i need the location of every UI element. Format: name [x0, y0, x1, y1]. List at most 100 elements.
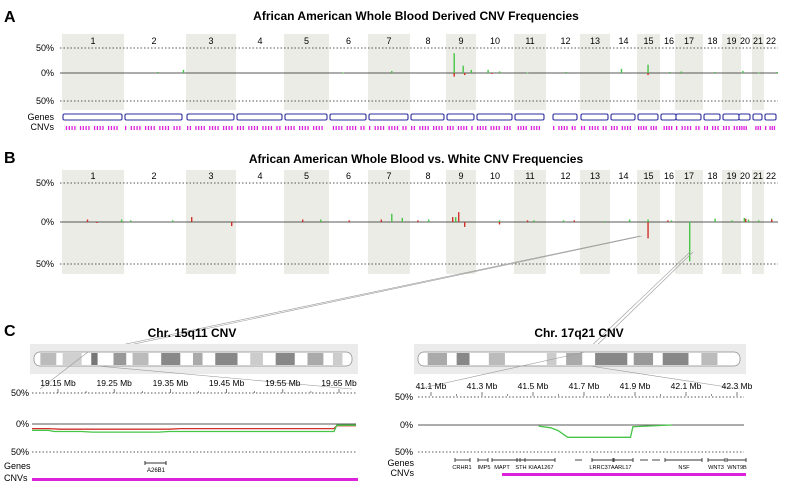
- panel-a-band-chr-7: [368, 34, 410, 110]
- panel-a-cnv-tick: [638, 126, 640, 130]
- panel-a-band-chr-21: [752, 34, 764, 110]
- panel-b-bar-loss-13: [573, 220, 575, 222]
- panel-b-chromosome-label-6: 6: [346, 171, 351, 181]
- panel-a-chromosome-label-11: 11: [525, 36, 534, 46]
- panel-a-cnv-tick: [253, 126, 256, 130]
- panel-c-right-mb-label-2: 41.5 Mb: [518, 381, 549, 391]
- panel-a-cnv-tick: [321, 126, 323, 130]
- panel-a-chromosome-label-12: 12: [560, 36, 570, 46]
- panel-a-cnv-tick: [405, 126, 407, 130]
- panel-a-cnv-tick: [374, 126, 376, 130]
- panel-a-cnv-tick: [222, 126, 225, 130]
- panel-b-chromosome-label-14: 14: [618, 171, 628, 181]
- panel-b-bar-loss-12: [526, 220, 529, 222]
- gene-label-sth: STH: [515, 465, 526, 471]
- panel-a-cnv-tick: [745, 126, 747, 130]
- panel-a-cnv-tick: [88, 126, 90, 130]
- ideogram-15-band-6: [193, 353, 203, 365]
- panel-a-cnv-tick: [655, 126, 657, 130]
- panel-a-cnv-tick: [739, 126, 741, 130]
- panel-a-cnv-tick: [666, 126, 668, 130]
- panel-b-bar-gain-0: [120, 219, 123, 222]
- panel-b-ylabel-top: 50%: [36, 178, 54, 188]
- panel-b-chromosome-label-11: 11: [525, 171, 534, 181]
- ideogram-15-band-0: [40, 353, 57, 365]
- panel-a-chromosome-label-5: 5: [304, 36, 309, 46]
- panel-a-cnv-tick: [68, 126, 70, 130]
- panel-b-bar-loss-8: [452, 217, 454, 222]
- panel-c-left-mb-label-4: 19.55 Mb: [265, 378, 301, 388]
- panel-a-cnv-tick: [153, 126, 155, 130]
- panel-b-letter: B: [4, 150, 16, 167]
- panel-b-bar-gain-11: [604, 221, 606, 223]
- panel-a-cnv-tick: [498, 126, 500, 130]
- panel-a-cnv-tick: [413, 126, 416, 130]
- panel-a-cnv-tick: [717, 126, 719, 130]
- panel-a-gene-box-chr-2: [124, 113, 183, 121]
- panel-a-cnv-tick: [689, 126, 692, 130]
- panel-a-cnv-tick: [520, 126, 522, 130]
- panel-a-title: African American Whole Blood Derived CNV…: [253, 9, 579, 23]
- gene-label-nsf: NSF: [678, 465, 690, 471]
- panel-a-cnv-tick: [769, 126, 771, 130]
- panel-a-cnv-tick: [116, 126, 118, 130]
- ideogram-15: [33, 351, 353, 367]
- panel-a-cnv-tick: [650, 126, 652, 130]
- panel-a-band-chr-3: [186, 34, 236, 110]
- gene-label-lrrc37a: LRRC37A: [589, 465, 614, 471]
- panel-b-chromosome-label-21: 21: [753, 171, 763, 181]
- panel-a-gene-box-chr-8: [410, 113, 445, 121]
- panel-c-right-gene-track: CRHR1 IMP5 MAPT STH KIAA1267 LRRC37A ARL17 NSF W…: [452, 458, 747, 471]
- panel-a-cnv-tick: [125, 126, 127, 130]
- panel-c-left-title: Chr. 15q11 CNV: [148, 326, 237, 340]
- panel-a-cnv-tick: [435, 126, 438, 130]
- panel-a-cnv-tick: [360, 126, 362, 130]
- panel-c-left-line-loss: [32, 425, 356, 430]
- panel-b-chromosome-label-15: 15: [643, 171, 653, 181]
- panel-b-bar-loss-0: [86, 219, 89, 222]
- panel-a-cnv-tick: [561, 126, 563, 130]
- panel-a-band-chr-17: [675, 34, 703, 110]
- ideogram-17: [417, 351, 741, 367]
- panel-a-cnv-tick: [96, 126, 99, 130]
- panel-a-cnv-tick: [465, 126, 468, 130]
- panel-a-cnv-tick: [566, 126, 568, 130]
- panel-a-cnv-tick: [335, 126, 337, 130]
- panel-a-cnv-tick: [341, 126, 343, 130]
- panel-a-cnv-tick: [522, 126, 525, 130]
- panel-b-chromosome-label-22: 22: [766, 171, 776, 181]
- panel-a-cnv-tick: [765, 126, 767, 130]
- panel-a-cnv-tick: [301, 126, 304, 130]
- panel-a-chromosome-label-6: 6: [346, 36, 351, 46]
- panel-a-ylabel-mid: 0%: [41, 68, 54, 78]
- panel-a-cnv-tick: [349, 126, 351, 130]
- panel-a-cnv-tick: [107, 126, 110, 130]
- panel-c-left-ylabel-bottom: 50%: [11, 447, 29, 457]
- panel-a-cnv-track: [65, 126, 776, 130]
- panel-c: C Chr. 15q11 CNV 19.15 Mb 19.25 Mb 19.35 M…: [4, 323, 753, 483]
- panel-a-bar-gain-16: [742, 70, 744, 73]
- panel-b-bar-gain-7: [455, 217, 457, 222]
- panel-a-cnv-tick: [71, 126, 73, 130]
- gene-label-mapt: MAPT: [494, 465, 510, 471]
- panel-a-cnv-tick: [173, 126, 175, 130]
- panel-a-cnv-tick: [159, 126, 161, 130]
- panel-c-left-line-gain: [32, 424, 356, 433]
- panel-c-right-mb-label-4: 41.9 Mb: [620, 381, 651, 391]
- panel-a-cnv-tick: [743, 126, 745, 130]
- panel-a-band-chr-5: [284, 34, 329, 110]
- ideogram-17-band-7: [662, 353, 689, 365]
- panel-a-gene-box-chr-15: [637, 113, 659, 121]
- panel-a-cnv-tick: [133, 126, 135, 130]
- panel-a-gene-box-chr-12: [552, 113, 578, 121]
- panel-a-cnv-tick: [130, 126, 132, 130]
- panel-b-bar-gain-17: [731, 220, 733, 222]
- panel-c-left-cnv-bar: [32, 478, 358, 481]
- panel-a-letter: A: [4, 9, 16, 26]
- panel-a-cnv-tick: [773, 126, 776, 130]
- panel-a-cnv-tick: [382, 126, 385, 130]
- panel-a-cnv-tick: [714, 126, 716, 130]
- zoom-line-15q11-left: [87, 235, 641, 353]
- panel-a-cnv-tick: [150, 126, 152, 130]
- panel-a-cnv-tick: [85, 126, 87, 130]
